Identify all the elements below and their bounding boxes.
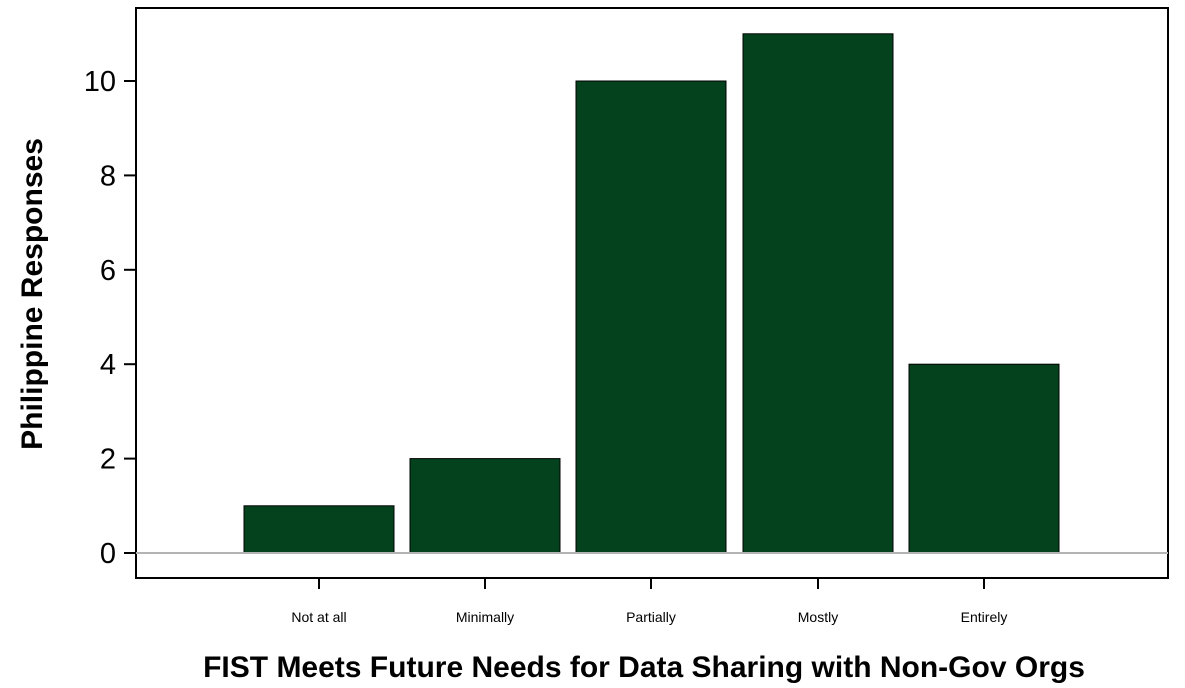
y-tick-label: 10 — [84, 66, 116, 98]
bar-entirely — [908, 363, 1060, 554]
y-tick-label: 0 — [100, 538, 116, 570]
bar-minimally — [409, 458, 561, 554]
y-tick-label: 8 — [100, 160, 116, 192]
y-tick-label: 2 — [100, 444, 116, 476]
x-tick-label: Minimally — [456, 609, 514, 625]
x-axis: Not at all Minimally Partially Mostly Entire… — [291, 578, 1007, 625]
y-axis: 0 2 4 6 8 10 — [84, 66, 136, 570]
bar-mostly — [742, 33, 894, 554]
y-tick-label: 4 — [100, 349, 116, 381]
x-tick-label: Entirely — [961, 609, 1008, 625]
y-tick-label: 6 — [100, 255, 116, 287]
y-axis-title: Philippine Responses — [16, 138, 49, 450]
x-axis-title: FIST Meets Future Needs for Data Sharing… — [203, 651, 1085, 684]
bar-not-at-all — [243, 505, 395, 554]
x-tick-label: Not at all — [291, 609, 346, 625]
x-tick-label: Partially — [626, 609, 676, 625]
x-tick-label: Mostly — [798, 609, 838, 625]
bars-group — [243, 33, 1060, 554]
bar-partially — [575, 80, 727, 554]
